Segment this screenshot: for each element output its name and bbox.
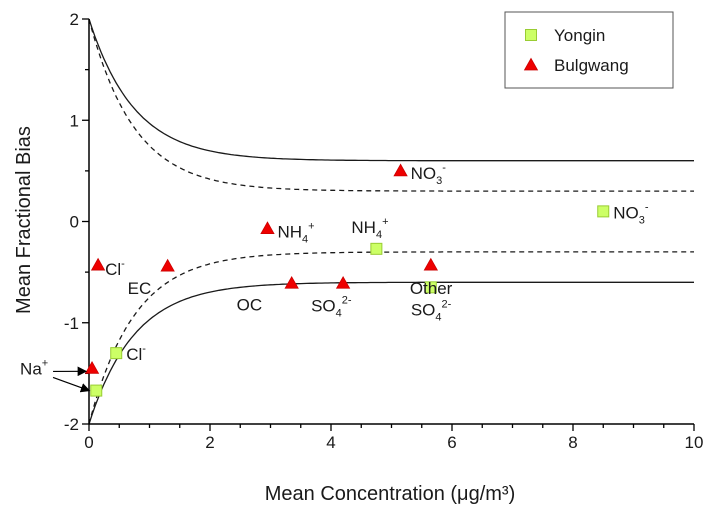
legend-marker-square bbox=[525, 29, 537, 41]
y-tick-label: 0 bbox=[70, 213, 79, 232]
x-axis-title: Mean Concentration (μg/m³) bbox=[265, 483, 516, 505]
x-tick-label: 4 bbox=[326, 433, 335, 452]
yongin-point bbox=[597, 205, 610, 218]
point-label: NO3- bbox=[411, 162, 447, 187]
criteria-curve-solid bbox=[88, 18, 694, 162]
legend-label: Yongin bbox=[554, 26, 605, 45]
x-tick-label: 0 bbox=[84, 433, 93, 452]
bulgwang-point bbox=[335, 275, 351, 289]
x-tick-label: 6 bbox=[447, 433, 456, 452]
point-label: Cl- bbox=[126, 343, 146, 364]
point-label: NH4+ bbox=[351, 216, 388, 241]
goal-curve-dashed bbox=[88, 18, 694, 192]
x-tick-label: 2 bbox=[205, 433, 214, 452]
bulgwang-point bbox=[284, 275, 299, 289]
yongin-point bbox=[370, 242, 383, 255]
bulgwang-point bbox=[84, 360, 100, 374]
x-tick-label: 8 bbox=[568, 433, 577, 452]
point-label: Other bbox=[410, 279, 453, 298]
yongin-point bbox=[424, 281, 437, 294]
criteria-curves bbox=[88, 18, 694, 425]
y-tick-label: -2 bbox=[64, 415, 79, 434]
goal-curve-dashed bbox=[88, 251, 694, 425]
legend-box bbox=[504, 11, 674, 89]
point-label: NH4+ bbox=[277, 221, 314, 246]
x-tick-label: 10 bbox=[685, 433, 704, 452]
bulgwang-point bbox=[393, 163, 408, 177]
legend-label: Bulgwang bbox=[554, 56, 629, 75]
point-label: Na+ bbox=[20, 357, 48, 378]
legend: Yongin Bulgwang bbox=[504, 11, 674, 89]
bulgwang-point bbox=[160, 258, 175, 272]
y-tick-label: 1 bbox=[70, 111, 79, 130]
legend-marker-triangle bbox=[523, 57, 539, 71]
point-label: EC bbox=[128, 279, 152, 298]
point-label: OC bbox=[237, 295, 262, 314]
data-points bbox=[84, 163, 610, 397]
point-label: NO3- bbox=[613, 201, 649, 226]
bulgwang-point bbox=[423, 257, 439, 271]
point-label: SO42- bbox=[411, 298, 452, 323]
bulgwang-point bbox=[260, 221, 275, 234]
y-tick-label: -1 bbox=[64, 314, 79, 333]
y-tick-label: 2 bbox=[70, 10, 79, 29]
point-label: SO42- bbox=[311, 294, 352, 319]
criteria-curve-solid bbox=[88, 281, 694, 425]
bulgwang-point bbox=[90, 257, 106, 271]
na-arrow-yongin bbox=[52, 376, 91, 393]
yongin-point bbox=[90, 384, 103, 397]
yongin-point bbox=[110, 347, 123, 360]
point-label: Cl- bbox=[105, 258, 125, 279]
y-axis-title: Mean Fractional Bias bbox=[13, 126, 35, 314]
